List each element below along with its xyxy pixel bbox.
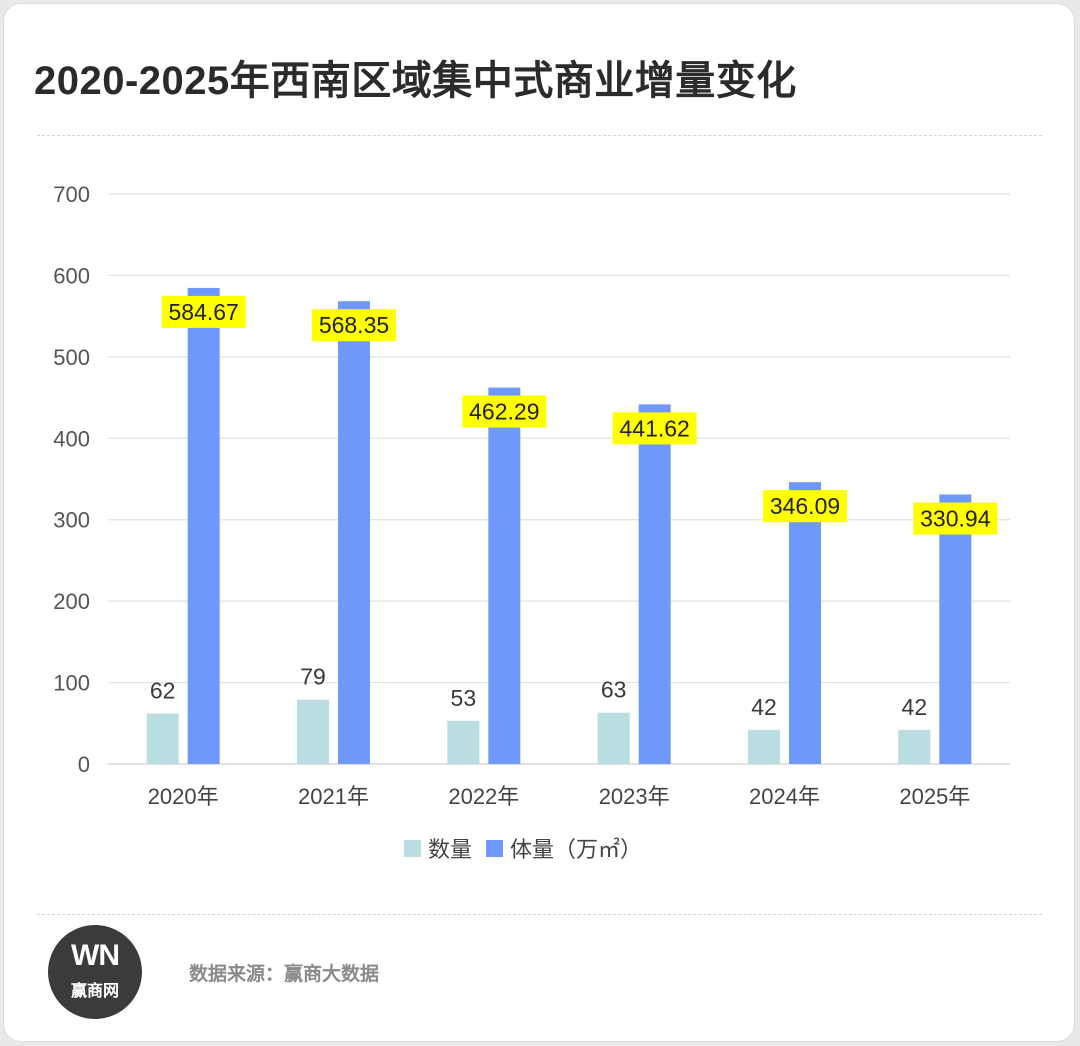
logo-mark: WN (71, 939, 120, 972)
y-tick-label: 300 (53, 508, 90, 533)
chart-card: 2020-2025年西南区域集中式商业增量变化 (3, 3, 1075, 1042)
data-label-highlight (913, 502, 998, 535)
top-divider (37, 135, 1042, 136)
data-label-highlight (462, 395, 547, 428)
y-tick-label: 500 (53, 345, 90, 370)
bar-volume (187, 287, 220, 764)
x-tick-label: 2023年 (599, 784, 670, 809)
data-label-highlight (612, 412, 697, 445)
legend: 数量 体量（万㎡） (404, 837, 642, 862)
y-tick-label: 400 (53, 426, 90, 451)
bar-volume (939, 494, 972, 764)
y-tick-label: 0 (78, 752, 90, 777)
bar-volume (488, 387, 521, 764)
data-label-count: 79 (300, 664, 326, 690)
bar-count (447, 720, 480, 764)
data-label-volume: 346.09 (770, 493, 840, 519)
x-tick-label: 2021年 (298, 784, 369, 809)
y-axis-ticks: 0 100 200 300 400 500 600 700 (53, 182, 90, 777)
bottom-divider (37, 914, 1042, 915)
legend-swatch-volume (486, 840, 503, 857)
legend-swatch-count (404, 840, 421, 857)
data-label-count: 63 (601, 677, 627, 703)
data-label-count: 42 (902, 694, 928, 720)
data-label-highlight (312, 309, 396, 342)
logo-name: 赢商网 (70, 983, 119, 1000)
data-label-count: 53 (451, 685, 477, 711)
legend-label-volume: 体量（万㎡） (510, 837, 642, 862)
bars: 62 584.67 79 568.35 53 462.29 63 441.62 42 346.09… (146, 287, 998, 764)
gridlines (108, 193, 1010, 765)
bar-count (146, 713, 179, 764)
x-tick-label: 2022年 (448, 784, 519, 809)
y-tick-label: 600 (53, 263, 90, 288)
legend-label-count: 数量 (428, 837, 472, 862)
y-tick-label: 200 (53, 589, 90, 614)
x-tick-label: 2024年 (749, 784, 820, 809)
data-label-volume: 330.94 (920, 506, 991, 532)
y-tick-label: 100 (53, 671, 90, 696)
bar-count (297, 699, 329, 764)
data-label-volume: 441.62 (619, 415, 689, 441)
data-label-count: 62 (150, 678, 176, 704)
chart-title: 2020-2025年西南区域集中式商业增量变化 (34, 59, 797, 103)
winshang-logo: WN 赢商网 (48, 925, 142, 1019)
data-label-highlight (161, 295, 246, 328)
x-axis-ticks: 2020年 2021年 2022年 2023年 2024年 2025年 (148, 784, 971, 809)
data-label-count: 42 (751, 694, 777, 720)
bar-volume (789, 482, 821, 764)
data-source: 数据来源：赢商大数据 (189, 964, 380, 985)
bar-volume (338, 301, 370, 764)
data-label-volume: 462.29 (469, 399, 539, 425)
data-label-volume: 568.35 (319, 312, 389, 338)
bar-count (748, 729, 780, 764)
data-label-highlight (763, 490, 847, 523)
x-tick-label: 2020年 (148, 784, 219, 809)
bar-count (597, 712, 630, 764)
bar-volume (638, 404, 671, 764)
bar-count (898, 729, 931, 764)
y-tick-label: 700 (53, 182, 90, 207)
x-tick-label: 2025年 (899, 784, 970, 809)
data-label-volume: 584.67 (168, 299, 238, 325)
